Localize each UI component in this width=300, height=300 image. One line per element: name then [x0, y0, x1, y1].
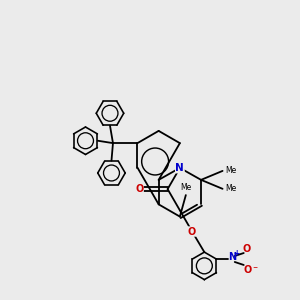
Text: +: +: [233, 249, 239, 258]
Text: Me: Me: [226, 184, 237, 193]
Text: N: N: [228, 252, 236, 262]
Text: O: O: [135, 184, 144, 194]
Text: Me: Me: [180, 183, 191, 192]
Text: N: N: [176, 163, 184, 173]
Text: O: O: [244, 265, 252, 275]
Text: O: O: [188, 226, 196, 236]
Text: ⁻: ⁻: [253, 265, 258, 275]
Text: O: O: [243, 244, 251, 254]
Text: Me: Me: [226, 167, 237, 176]
